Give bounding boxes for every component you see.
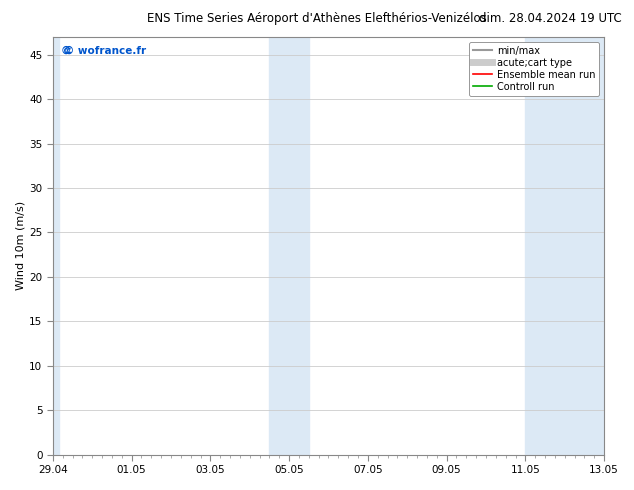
Text: ENS Time Series Aéroport d'Athènes Elefthérios-Venizélos: ENS Time Series Aéroport d'Athènes Eleft… [147,12,487,25]
Legend: min/max, acute;cart type, Ensemble mean run, Controll run: min/max, acute;cart type, Ensemble mean … [469,42,599,96]
Bar [526,37,604,455]
Text: ©: © [61,46,72,55]
Text: dim. 28.04.2024 19 UTC: dim. 28.04.2024 19 UTC [479,12,621,25]
Y-axis label: Wind 10m (m/s): Wind 10m (m/s) [15,201,25,291]
Text: © wofrance.fr: © wofrance.fr [64,46,146,55]
Bar [53,37,59,455]
Bar [269,37,309,455]
